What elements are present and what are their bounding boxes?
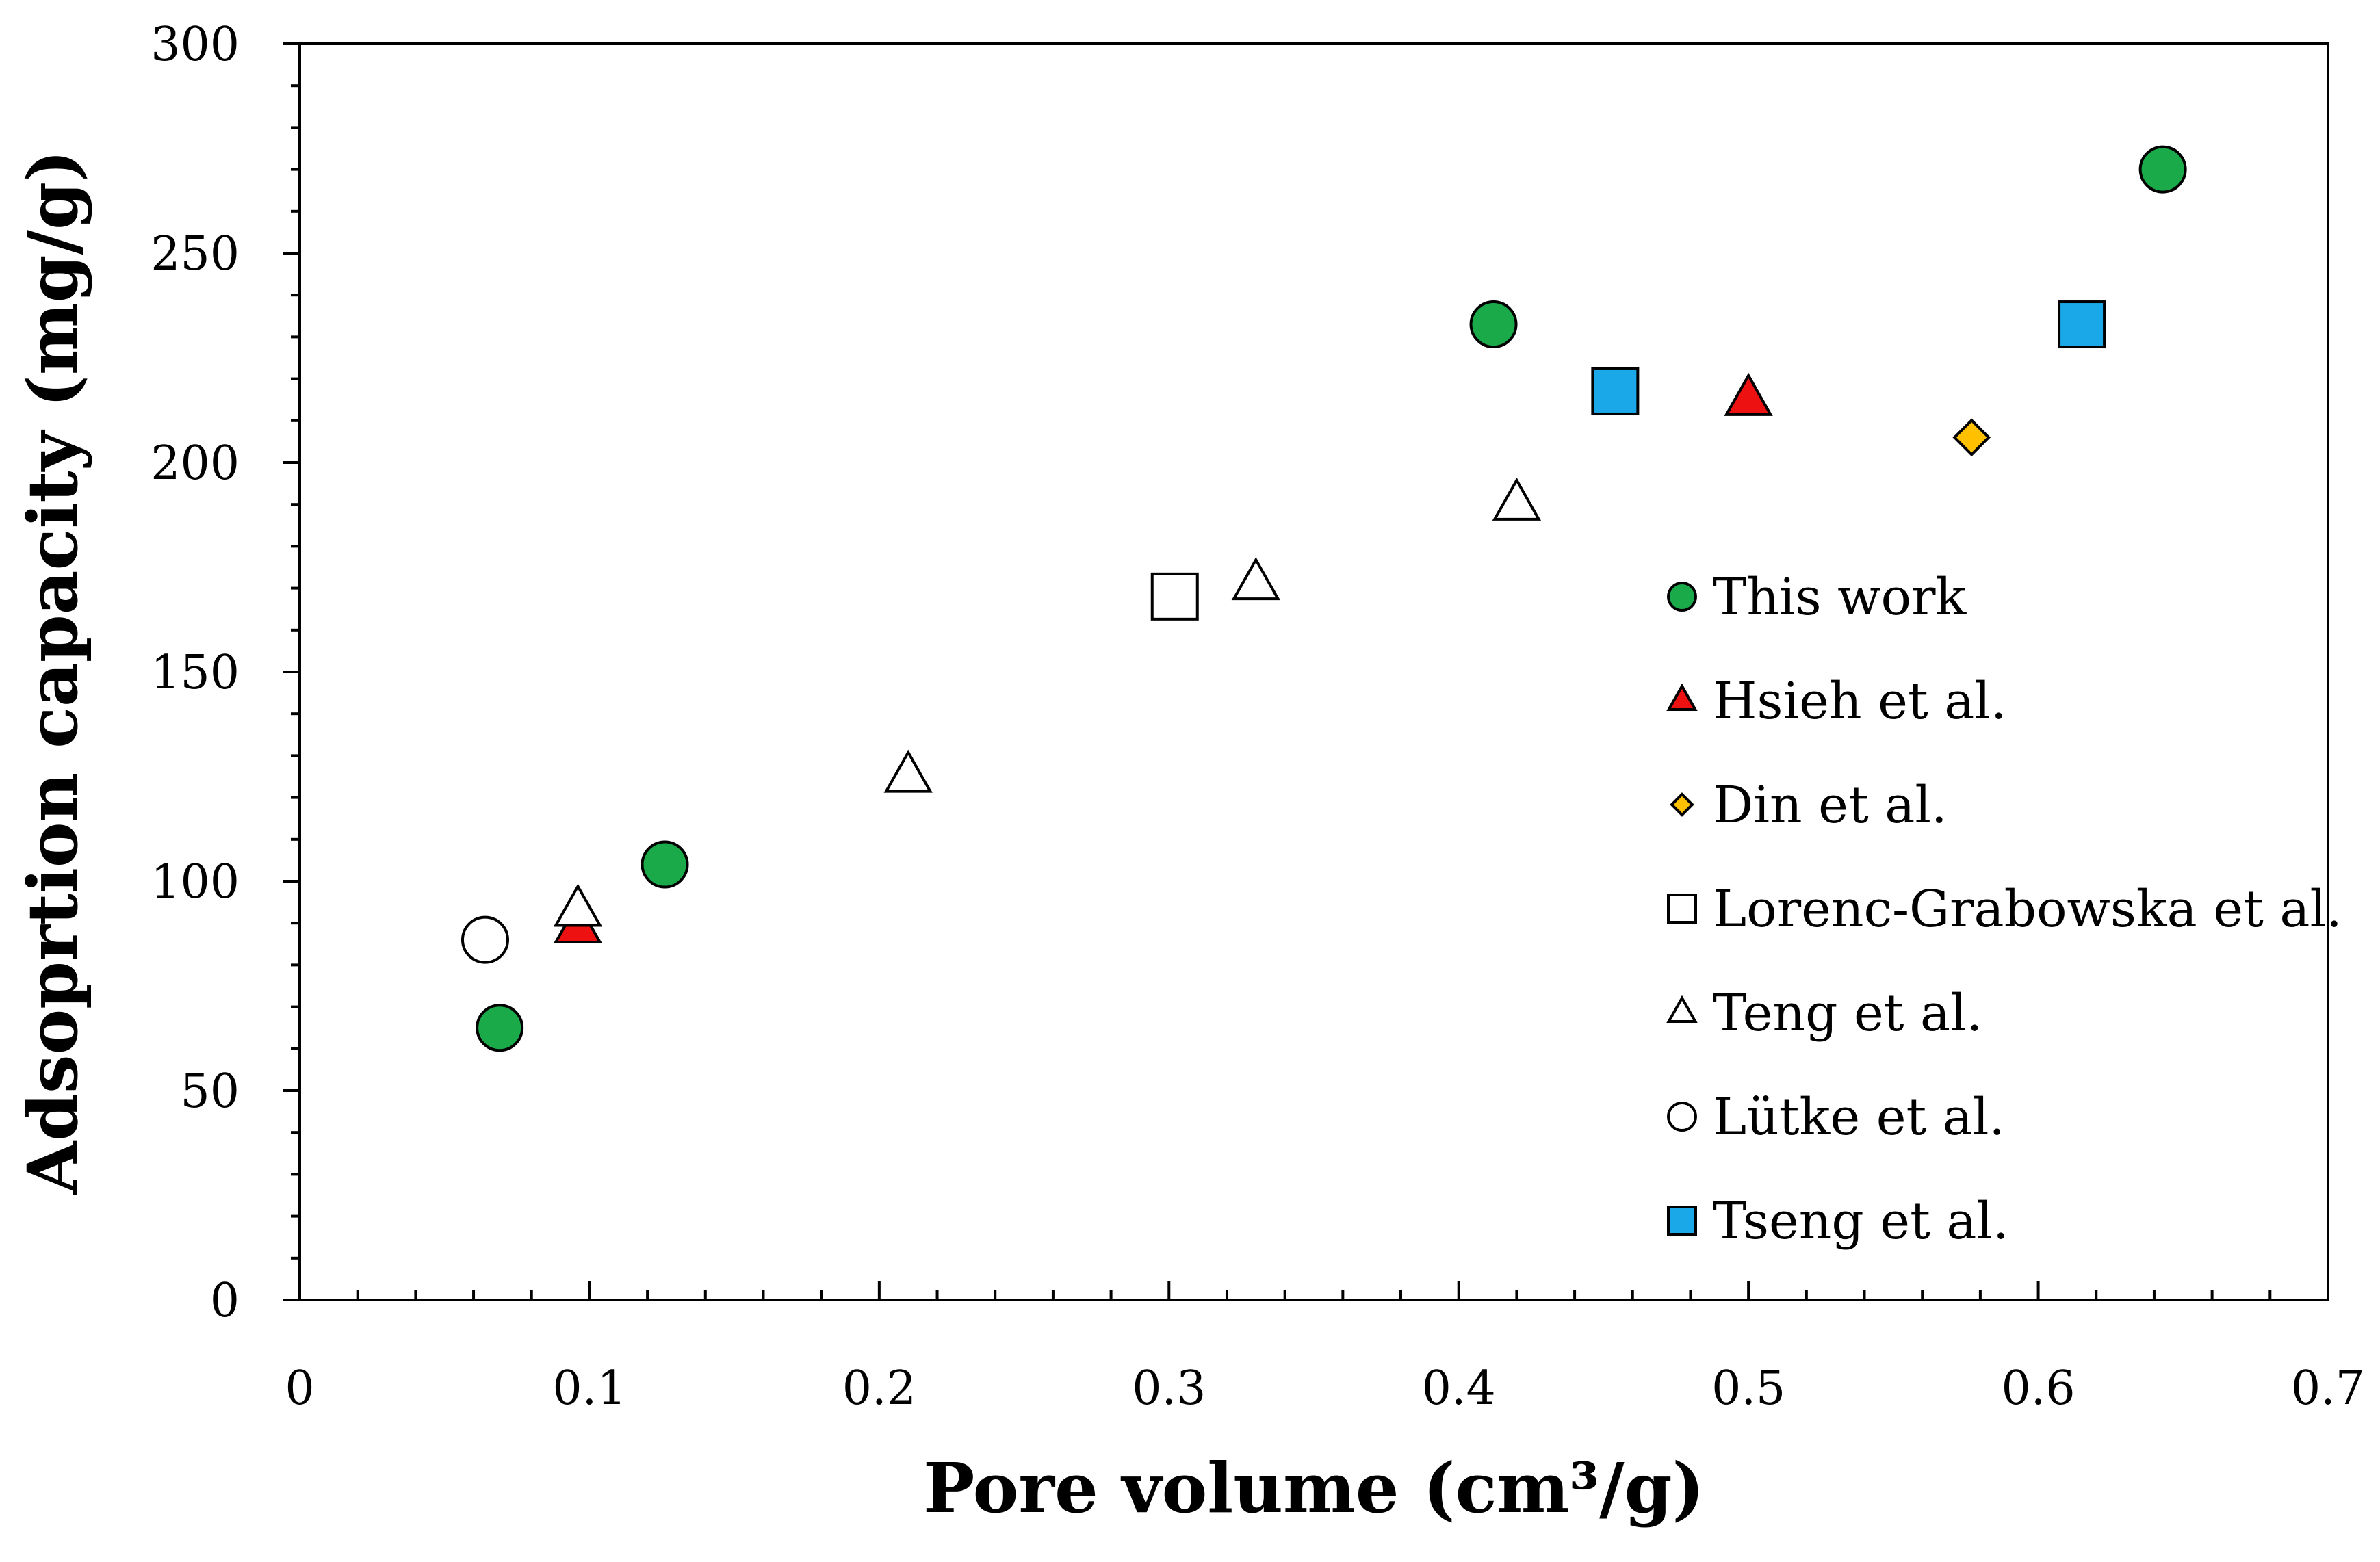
data-point-this-work [1469,300,1518,349]
legend-label-teng-et-al: Teng et al. [1713,984,1982,1043]
data-point-din-et-al [1952,418,1991,457]
legend-marker-din-et-al [1670,792,1694,817]
x-tick-label: 0.6 [2001,1362,2075,1416]
data-point-tseng-et-al [1591,367,1640,415]
data-point-lorenc-grabowska-et-al [1150,572,1199,621]
y-tick-label: 50 [180,1065,240,1119]
legend-label-lorenc-grabowska-et-al: Lorenc-Grabowska et al. [1713,880,2342,939]
x-tick-label: 0.3 [1132,1362,1206,1416]
data-point-l-tke-et-al [461,915,509,964]
y-axis-title: Adsoprtion capacity (mg/g) [12,150,93,1195]
legend-marker-this-work [1667,582,1697,612]
y-tick-label: 150 [151,646,240,700]
legend-marker-tseng-et-al [1667,1206,1697,1236]
x-tick-label: 0 [285,1362,314,1416]
y-tick-label: 250 [151,227,240,281]
legend-label-din-et-al: Din et al. [1713,776,1948,835]
x-tick-label: 0.1 [552,1362,626,1416]
y-tick-label: 200 [151,437,240,491]
legend-marker-teng-et-al [1666,995,1698,1023]
data-point-hsieh-et-al [1724,372,1773,416]
x-tick-labels: 0 0.1 0.2 0.3 0.4 0.5 0.6 0.7 [285,1362,2365,1416]
legend: This work Hsieh et al. Din et al. Lorenc-Gr… [1666,568,2342,1251]
legend-label-tseng-et-al: Tseng et al. [1713,1192,2009,1251]
data-point-this-work [2138,145,2187,194]
x-tick-label: 0.4 [1422,1362,1496,1416]
data-point-teng-et-al [883,749,933,793]
x-axis-title: Pore volume (cm³/g) [923,1448,1705,1528]
data-point-this-work [476,1004,524,1052]
data-point-this-work [641,840,689,889]
x-tick-label: 0.5 [1711,1362,1785,1416]
y-tick-labels: 0 50 100 150 200 250 300 [151,18,240,1328]
y-tick-label: 300 [151,18,240,72]
data-points [461,145,2187,1052]
x-tick-label: 0.7 [2291,1362,2365,1416]
legend-marker-l-tke-et-al [1667,1102,1697,1132]
legend-marker-hsieh-et-al [1666,683,1698,711]
x-tick-label: 0.2 [842,1362,916,1416]
y-tick-label: 0 [210,1274,240,1328]
data-point-teng-et-al [1492,477,1542,521]
y-tick-label: 100 [151,855,240,909]
plot-area-frame [298,42,2329,1301]
legend-marker-lorenc-grabowska-et-al [1667,894,1697,924]
axis-ticks [283,42,2329,1301]
legend-label-this-work: This work [1713,568,1967,627]
legend-label-l-tke-et-al: Lütke et al. [1713,1088,2005,1147]
data-point-tseng-et-al [2058,300,2106,349]
legend-label-hsieh-et-al: Hsieh et al. [1713,672,2007,731]
data-point-teng-et-al [1231,557,1280,601]
data-point-teng-et-al [553,883,603,927]
